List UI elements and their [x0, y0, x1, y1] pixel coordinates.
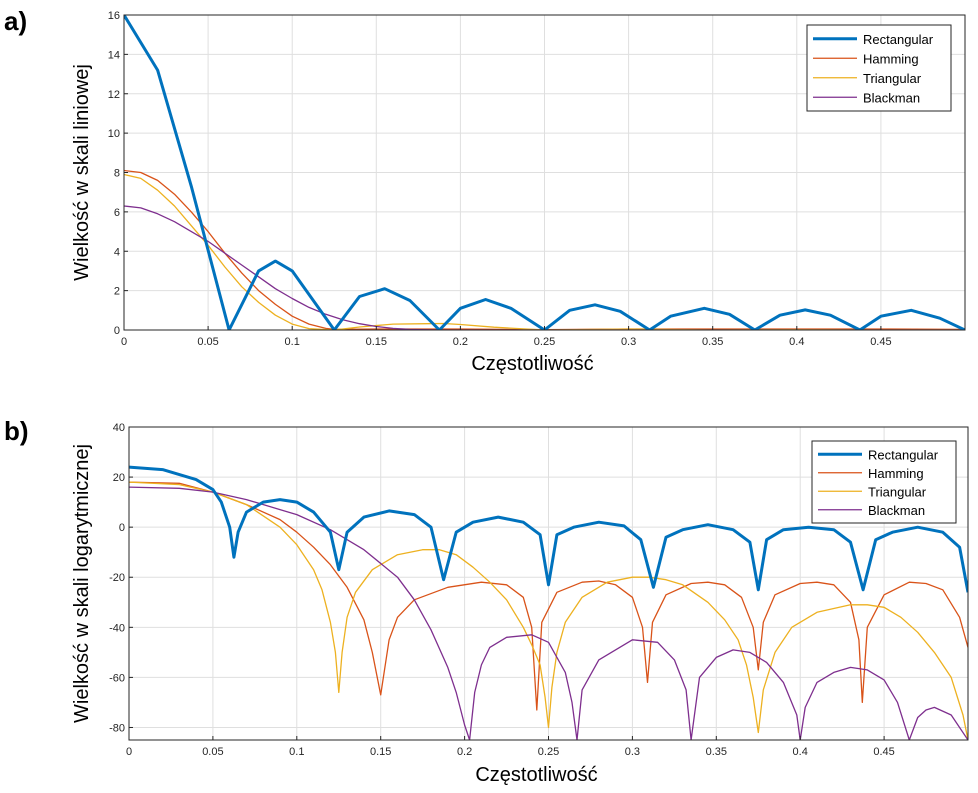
x-tick-label: 0.1	[289, 746, 304, 758]
y-tick-label: -80	[109, 722, 125, 734]
series-line-blackman	[129, 486, 968, 740]
x-tick-label: 0.4	[789, 336, 804, 348]
legend-label: Blackman	[863, 90, 920, 105]
series-line-rectangular	[124, 15, 965, 330]
y-axis-label: Wielkość w skali logarytmicznej	[71, 444, 93, 723]
x-tick-label: 0.3	[621, 336, 636, 348]
x-axis-label: Częstotliwość	[471, 353, 593, 375]
x-tick-label: 0.15	[366, 336, 387, 348]
chart-linear: 0 0.05 0.1 0.15 0.2 0.25 0.3 0.35 0.4 0.45 0 2 4 6 8 10…	[71, 10, 966, 375]
x-tick-label: 0.15	[370, 746, 391, 758]
x-tick-label: 0.25	[538, 746, 559, 758]
legend-label: Triangular	[863, 71, 922, 86]
x-tick-label: 0.25	[534, 336, 555, 348]
x-tick-label: 0.2	[457, 746, 472, 758]
x-tick-label: 0.45	[870, 336, 891, 348]
y-tick-label: 12	[108, 89, 120, 101]
y-tick-label: -20	[109, 572, 125, 584]
legend-label: Rectangular	[863, 32, 934, 47]
x-tick-label: 0.2	[453, 336, 468, 348]
y-tick-label: 20	[113, 472, 125, 484]
series-line-triangular	[129, 481, 968, 740]
y-tick-label: 40	[113, 422, 125, 434]
y-tick-label: 0	[114, 325, 120, 337]
y-tick-label: 8	[114, 168, 120, 180]
chart-log: 0 0.05 0.1 0.15 0.2 0.25 0.3 0.35 0.4 0.45 -80 -60 -…	[71, 422, 969, 786]
legend-label: Triangular	[868, 484, 927, 499]
x-tick-label: 0.35	[706, 746, 727, 758]
x-tick-label: 0.05	[202, 746, 223, 758]
y-tick-label: 14	[108, 49, 120, 61]
y-tick-label: -40	[109, 622, 125, 634]
x-tick-label: 0.1	[285, 336, 300, 348]
y-tick-label: 0	[119, 522, 125, 534]
panel-b-letter: b)	[4, 416, 29, 446]
y-tick-label: -60	[109, 672, 125, 684]
x-tick-label: 0.05	[197, 336, 218, 348]
y-axis-label: Wielkość w skali liniowej	[71, 64, 93, 281]
legend-label: Blackman	[868, 503, 925, 518]
x-tick-label: 0	[121, 336, 127, 348]
series-line-hamming	[129, 481, 968, 711]
x-tick-label: 0.45	[873, 746, 894, 758]
series-line-rectangular	[129, 465, 968, 593]
legend-label: Rectangular	[868, 447, 939, 462]
y-tick-label: 4	[114, 246, 120, 258]
y-tick-label: 6	[114, 207, 120, 219]
x-tick-label: 0	[126, 746, 132, 758]
legend-label: Hamming	[868, 466, 924, 481]
y-tick-label: 2	[114, 286, 120, 298]
x-tick-label: 0.4	[793, 746, 808, 758]
legend-label: Hamming	[863, 51, 919, 66]
x-tick-label: 0.3	[625, 746, 640, 758]
y-tick-label: 16	[108, 10, 120, 22]
y-tick-label: 10	[108, 128, 120, 140]
panel-a-letter: a)	[4, 6, 27, 36]
x-tick-label: 0.35	[702, 336, 723, 348]
x-axis-label: Częstotliwość	[475, 764, 597, 786]
